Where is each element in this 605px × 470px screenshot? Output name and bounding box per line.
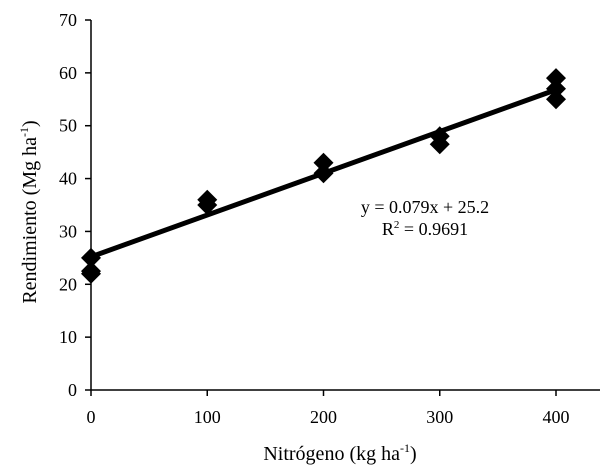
data-point [429, 134, 450, 155]
y-tick-label: 70 [59, 10, 77, 30]
axes [90, 20, 600, 391]
data-point [546, 89, 566, 110]
x-tick-label: 400 [543, 407, 570, 427]
x-tick-label: 0 [87, 407, 96, 427]
y-tick-label: 20 [59, 274, 77, 294]
data-point [546, 78, 566, 99]
data-point [197, 195, 218, 215]
y-axis-title-superscript: -1 [17, 127, 31, 137]
y-tick-label: 40 [59, 169, 77, 189]
x-axis-title: Nitrógeno (kg ha-1) [263, 441, 416, 465]
data-point [313, 152, 334, 173]
tick-marks: 0 10 20 30 40 50 60 70 0 100 200 300 400 [59, 10, 570, 427]
data-point [313, 163, 334, 184]
data-point [81, 247, 101, 268]
r-squared-symbol: R [382, 219, 394, 239]
r-squared-label: R2 = 0.9691 [382, 219, 468, 239]
y-tick-label: 30 [59, 221, 77, 241]
x-axis-title-suffix: ) [410, 443, 417, 465]
x-tick-label: 200 [310, 407, 337, 427]
x-tick-label: 100 [194, 407, 221, 427]
x-axis-title-superscript: -1 [400, 441, 410, 455]
data-point [546, 68, 566, 89]
y-tick-label: 10 [59, 327, 77, 347]
data-point [81, 263, 101, 284]
y-tick-label: 0 [68, 380, 77, 400]
r-squared-value: = 0.9691 [399, 219, 468, 239]
y-axis-title: Rendimiento (Mg ha-1) [17, 120, 41, 303]
y-tick-label: 60 [59, 63, 77, 83]
y-tick-label: 50 [59, 116, 77, 136]
r-squared-superscript: 2 [394, 219, 400, 231]
y-axis-title-suffix: ) [19, 120, 41, 127]
x-tick-label: 300 [426, 407, 453, 427]
x-axis-title-text: Nitrógeno (kg ha [263, 443, 400, 465]
data-points [81, 68, 566, 284]
y-axis-title-text: Rendimiento (Mg ha [19, 137, 41, 304]
trendline-equation: y = 0.079x + 25.2 [361, 197, 489, 217]
